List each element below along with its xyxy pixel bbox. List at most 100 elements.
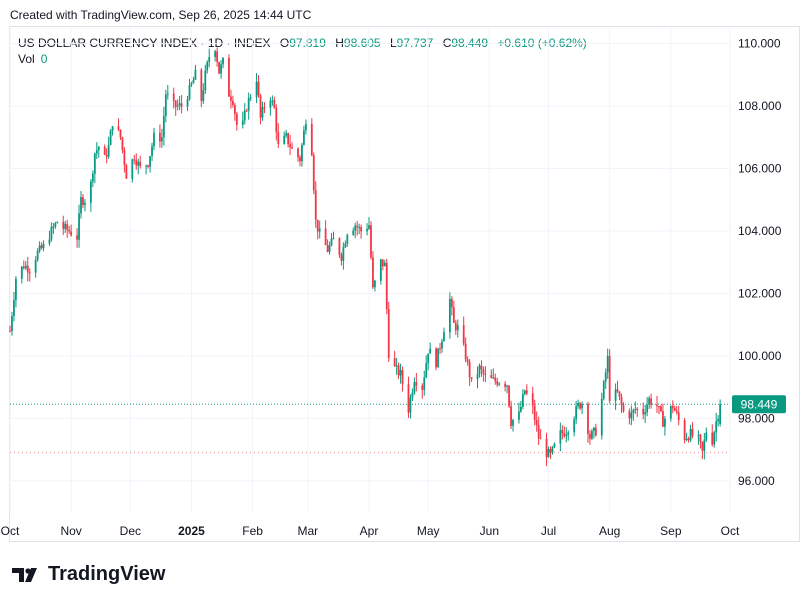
candle-body [358, 227, 361, 229]
candle-body [119, 129, 122, 138]
candle-body [429, 348, 432, 354]
brand-name: TradingView [48, 563, 166, 585]
candle-body [385, 262, 388, 310]
candle-body [352, 230, 355, 235]
candle-body [608, 356, 611, 401]
candle-body [498, 383, 501, 385]
candle-body [80, 197, 82, 214]
low-value: 97.737 [396, 36, 434, 50]
candle-body [423, 377, 426, 390]
candle-body [591, 430, 593, 439]
candle-body [62, 222, 65, 229]
candle-body [671, 406, 674, 409]
candle-body [259, 95, 262, 118]
tradingview-logo[interactable]: TradingView [12, 563, 165, 586]
candle-body [713, 432, 716, 445]
candle-body [482, 369, 485, 374]
candle-body [263, 107, 266, 109]
x-tick-label: May [417, 524, 440, 538]
created-with-caption: Created with TradingView.com, Sep 26, 20… [10, 8, 312, 22]
candle-body [648, 398, 651, 405]
symbol-title[interactable]: US DOLLAR CURRENCY INDEX · 1D · INDEX [18, 36, 271, 50]
candle-body [66, 223, 69, 230]
candle-body [600, 398, 603, 436]
candle-body [285, 133, 288, 136]
candle-body [537, 424, 540, 439]
candle-body [673, 408, 676, 411]
candle-body [151, 146, 153, 157]
candle-body [38, 245, 41, 251]
candle-body [549, 448, 552, 453]
candle-body [421, 385, 424, 390]
candle-body [257, 81, 260, 96]
candle-body [89, 181, 92, 203]
candle-body [622, 404, 625, 412]
candle-body [683, 420, 686, 440]
candle-body [241, 120, 244, 125]
candle-body [277, 131, 280, 144]
candle-body [125, 165, 128, 179]
candle-body [468, 361, 471, 378]
candle-body [563, 433, 566, 437]
candle-body [160, 137, 163, 142]
x-tick-label: Sep [660, 524, 682, 538]
candle-body [172, 93, 175, 101]
candle-body [658, 406, 660, 408]
candle-body [551, 446, 554, 453]
candle-body [326, 245, 329, 252]
candle-body [228, 57, 230, 97]
candle-body [233, 104, 236, 115]
x-tick-label: Nov [60, 524, 81, 538]
candle-body [634, 408, 637, 410]
y-tick-label: 96.000 [738, 474, 775, 488]
candle-body [26, 265, 29, 273]
candle-body [354, 225, 357, 231]
candle-body [303, 130, 305, 145]
candle-body [340, 254, 343, 261]
candle-body [370, 225, 372, 258]
current-price-label: 98.449 [741, 397, 778, 411]
candle-body [338, 238, 341, 255]
candle-body [646, 404, 649, 413]
candle-body [399, 370, 402, 376]
candle-body [95, 150, 98, 154]
candle-body [427, 353, 430, 364]
candle-body [103, 146, 106, 155]
candle-body [379, 259, 382, 281]
candle-body [247, 97, 250, 111]
candle-body [153, 132, 155, 147]
candle-body [372, 257, 374, 288]
candle-body [650, 398, 652, 405]
x-tick-label: Feb [242, 524, 263, 538]
candle-body [575, 406, 578, 420]
candle-body [450, 298, 453, 308]
candle-body [504, 383, 507, 387]
x-tick-label: Jul [541, 524, 556, 538]
candle-body [409, 397, 412, 413]
candle-body [484, 373, 487, 375]
candle-body [24, 265, 27, 269]
candle-body [506, 385, 508, 387]
candle-body [145, 165, 148, 167]
candle-body [235, 114, 238, 125]
candle-body [230, 96, 232, 101]
volume-legend: Vol 0 [18, 52, 47, 66]
candle-body [581, 403, 583, 409]
x-tick-label: Aug [599, 524, 620, 538]
candle-body [691, 428, 694, 436]
candle-body [301, 144, 303, 162]
candle-body [360, 227, 363, 232]
candle-body [232, 100, 234, 105]
candle-body [316, 219, 319, 232]
candle-body [20, 266, 23, 279]
candle-body [299, 157, 301, 162]
candle-body [533, 405, 536, 420]
candle-body [70, 231, 73, 236]
candle-body [383, 262, 386, 267]
candle-body [190, 83, 193, 86]
candle-body [164, 94, 167, 116]
high-label: H [335, 36, 344, 50]
x-tick-label: Mar [298, 524, 319, 538]
candle-body [604, 372, 607, 382]
